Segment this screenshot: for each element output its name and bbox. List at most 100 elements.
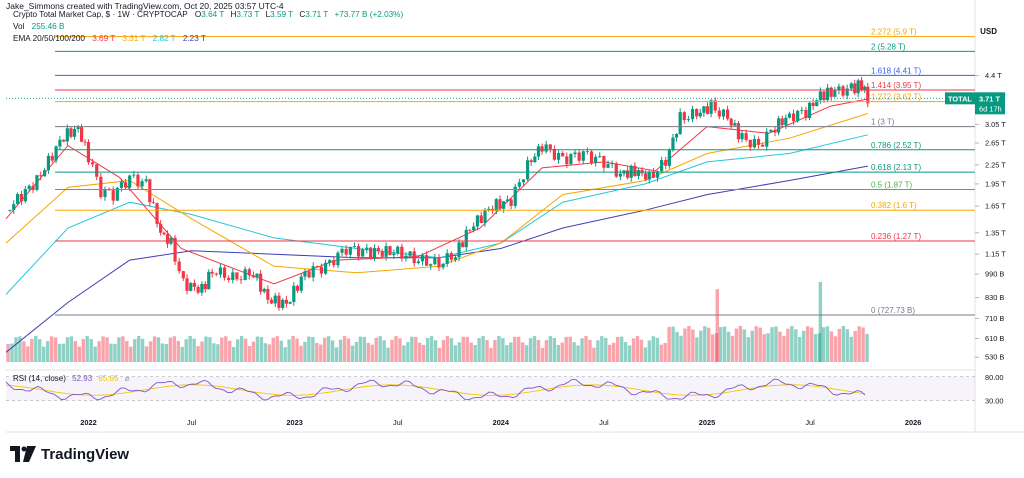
fib-label-0-786: 0.786 (2.52 T)	[871, 141, 921, 150]
volume-bar	[509, 342, 513, 362]
x-tick-label: Jul	[805, 418, 815, 427]
candle-body	[796, 110, 800, 122]
volume-bar	[53, 337, 58, 362]
volume-bar	[619, 336, 624, 362]
currency-label[interactable]: USD	[980, 27, 997, 36]
y-tick-label: 1.95 T	[985, 179, 1006, 188]
candle-body	[674, 134, 679, 138]
candle-body	[690, 109, 695, 120]
vol-label[interactable]: Vol	[13, 22, 25, 32]
candle-body	[618, 173, 622, 177]
candle-body	[705, 106, 710, 114]
rsi-label[interactable]: RSI (14, close)	[13, 374, 66, 383]
candle-body	[498, 199, 502, 209]
fib-label-0-236: 0.236 (1.27 T)	[871, 232, 921, 241]
volume-bar	[350, 345, 355, 362]
volume-bar	[251, 341, 256, 362]
candle-body	[165, 234, 170, 244]
volume-bar	[366, 342, 370, 362]
candle-body	[449, 253, 453, 260]
volume-bar	[572, 342, 576, 362]
volume-bar	[536, 339, 541, 362]
ema-20-value: 3.69 T	[92, 34, 116, 44]
volume-bar	[671, 326, 675, 362]
volume-bar	[845, 329, 849, 362]
candle-body	[540, 146, 544, 152]
chart-legend: Crypto Total Market Cap, $ · 1W · CRYPTO…	[13, 9, 403, 46]
candle-body	[780, 118, 784, 126]
volume-bar	[683, 328, 687, 362]
volume-bar	[782, 336, 786, 362]
candle-body	[251, 275, 256, 278]
volume-bar	[714, 333, 719, 362]
volume-bar	[303, 341, 307, 362]
volume-bar	[584, 336, 588, 362]
volume-bar	[326, 336, 331, 362]
candle-body	[79, 127, 84, 142]
candle-body	[614, 163, 618, 177]
volume-bar	[604, 337, 608, 362]
volume-bar	[501, 338, 505, 362]
candle-body	[136, 174, 140, 187]
candle-body	[773, 129, 777, 133]
volume-bar	[734, 328, 739, 362]
volume-bar	[433, 340, 438, 362]
fib-label-0-382: 0.382 (1.6 T)	[871, 201, 917, 210]
candle-body	[35, 175, 39, 190]
candle-body	[132, 174, 136, 176]
volume-bar	[766, 333, 770, 362]
eye-off-icon[interactable]: ⌀	[124, 374, 130, 383]
candle-body	[115, 187, 119, 201]
candle-body	[695, 109, 699, 117]
candle-body	[487, 208, 491, 211]
tradingview-logo[interactable]: TradingView	[10, 444, 129, 464]
volume-bar	[200, 341, 204, 362]
volume-bar	[762, 334, 766, 362]
candle-body	[837, 86, 841, 91]
volume-bar	[853, 330, 857, 362]
candle-body	[277, 295, 281, 308]
volume-bar	[105, 337, 109, 362]
candle-body	[408, 251, 412, 256]
volume-bar	[655, 337, 659, 362]
candle-body	[151, 202, 156, 204]
volume-bar	[26, 346, 30, 362]
volume-bar	[552, 338, 557, 362]
symbol-label[interactable]: Crypto Total Market Cap, $ · 1W · CRYPTO…	[13, 10, 188, 19]
volume-bar	[275, 336, 279, 362]
fib-label-0-618: 0.618 (2.13 T)	[871, 163, 921, 172]
candle-body	[192, 282, 197, 287]
volume-bar	[192, 338, 196, 362]
volume-bar	[263, 343, 268, 362]
volume-bar	[429, 336, 434, 362]
candle-body	[461, 242, 465, 248]
candle-body	[361, 249, 365, 257]
candle-body	[62, 139, 66, 142]
rsi-upper-label: 80.00	[985, 373, 1004, 382]
candle-body	[464, 229, 468, 248]
candle-body	[111, 190, 115, 201]
volume-bar	[485, 340, 489, 362]
volume-bar	[592, 347, 596, 362]
candle-body	[740, 133, 744, 140]
candle-body	[841, 86, 845, 96]
candle-body	[769, 129, 773, 132]
volume-bar	[813, 334, 818, 362]
volume-bar	[188, 336, 192, 362]
x-tick-label: Jul	[393, 418, 403, 427]
candle-body	[207, 271, 211, 290]
candle-body	[709, 100, 713, 114]
candle-body	[791, 113, 796, 122]
candle-body	[544, 144, 548, 152]
volume-bar	[271, 337, 275, 362]
candle-body	[19, 194, 24, 202]
candle-body	[281, 299, 285, 308]
candle-body	[352, 246, 357, 247]
volume-bar	[49, 336, 54, 362]
ema-label[interactable]: EMA 20/50/100/200	[13, 34, 85, 44]
ohlc-h: H3.73 T	[230, 10, 259, 19]
y-tick-label: 710 B	[985, 314, 1004, 323]
volume-bar	[493, 340, 497, 362]
